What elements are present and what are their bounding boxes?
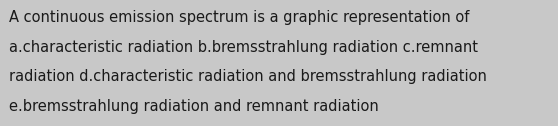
Text: e.bremsstrahlung radiation and remnant radiation: e.bremsstrahlung radiation and remnant r…	[9, 99, 379, 114]
Text: A continuous emission spectrum is a graphic representation of: A continuous emission spectrum is a grap…	[9, 10, 469, 25]
Text: radiation d.characteristic radiation and bremsstrahlung radiation: radiation d.characteristic radiation and…	[9, 69, 487, 84]
Text: a.characteristic radiation b.bremsstrahlung radiation c.remnant: a.characteristic radiation b.bremsstrahl…	[9, 40, 478, 55]
